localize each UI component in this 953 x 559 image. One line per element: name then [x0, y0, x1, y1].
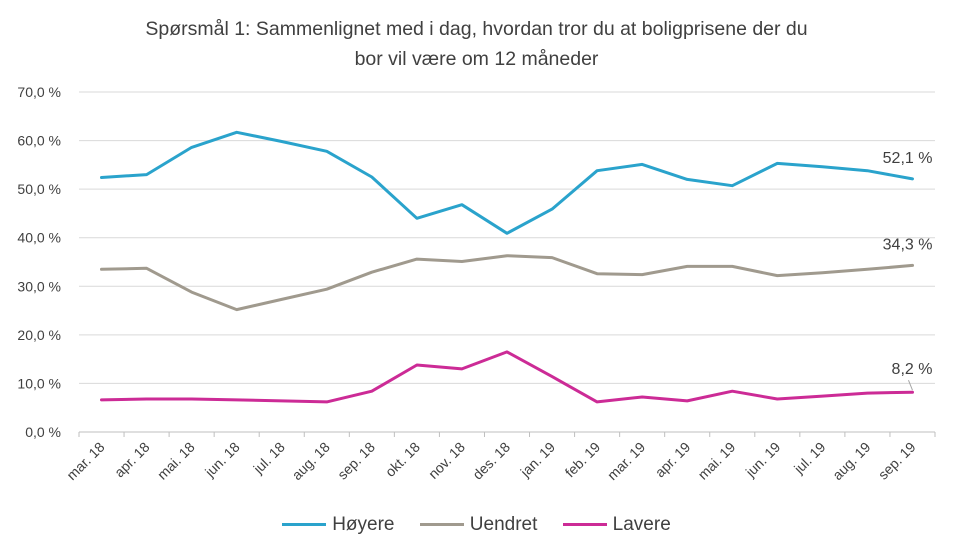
- series-line-lavere: [100, 350, 914, 404]
- data-label-hoyere-last: 52,1 %: [883, 150, 933, 167]
- legend: Høyere Uendret Lavere: [0, 514, 953, 536]
- x-tick-label-10: jan. 19: [516, 439, 558, 481]
- y-tick-label-3: 30,0 %: [17, 278, 61, 294]
- legend-item-hoyere: Høyere: [282, 514, 395, 536]
- x-tick-label-14: mai. 19: [695, 439, 739, 483]
- y-tick-label-1: 10,0 %: [17, 375, 61, 391]
- legend-label-lavere: Lavere: [612, 514, 671, 535]
- x-tick-label-18: sep. 19: [875, 439, 919, 483]
- x-tick-label-0: mar. 18: [63, 439, 107, 483]
- chart-title-line-2: bor vil være om 12 måneder: [354, 48, 599, 70]
- series-line-uendret: [100, 254, 914, 312]
- series-line-hoyere: [100, 130, 914, 235]
- legend-swatch-uendret: [419, 523, 464, 527]
- x-tick-label-17: aug. 19: [829, 439, 873, 483]
- y-tick-label-0: 0,0 %: [25, 424, 61, 440]
- data-label-uendret-last: 34,3 %: [883, 236, 933, 253]
- y-tick-label-7: 70,0 %: [17, 84, 61, 100]
- y-tick-label-5: 50,0 %: [17, 181, 61, 197]
- x-tick-label-6: sep. 18: [334, 439, 378, 483]
- data-label-lavere-last: 8,2 %: [892, 361, 933, 378]
- x-tick-label-7: okt. 18: [382, 439, 423, 480]
- x-tick-label-5: aug. 18: [289, 439, 333, 483]
- y-tick-label-6: 60,0 %: [17, 133, 61, 149]
- x-tick-label-16: jul. 19: [790, 439, 829, 478]
- leader-line-lavere: [908, 379, 913, 391]
- x-tick-label-3: jun. 18: [201, 439, 243, 481]
- x-tick-label-13: apr. 19: [652, 439, 694, 481]
- x-tick-label-15: jun. 19: [742, 439, 784, 481]
- y-tick-label-2: 20,0 %: [17, 327, 61, 343]
- legend-item-uendret: Uendret: [419, 514, 538, 536]
- legend-label-uendret: Uendret: [469, 514, 538, 535]
- x-tick-label-2: mai. 18: [154, 439, 198, 483]
- x-tick-label-9: des. 18: [469, 439, 513, 483]
- legend-swatch-hoyere: [282, 523, 327, 527]
- legend-swatch-lavere: [562, 523, 607, 527]
- x-tick-label-11: feb. 19: [562, 439, 604, 481]
- y-tick-label-4: 40,0 %: [17, 230, 61, 246]
- legend-item-lavere: Lavere: [562, 514, 671, 536]
- x-tick-label-8: nov. 18: [425, 439, 468, 482]
- x-tick-label-1: apr. 18: [111, 439, 153, 481]
- chart-title: Spørsmål 1: Sammenlignet med i dag, hvor…: [0, 14, 953, 74]
- chart-title-line-1: Spørsmål 1: Sammenlignet med i dag, hvor…: [145, 18, 808, 40]
- x-tick-label-4: jul. 18: [249, 439, 288, 478]
- x-tick-label-12: mar. 19: [604, 439, 648, 483]
- legend-label-hoyere: Høyere: [332, 514, 395, 535]
